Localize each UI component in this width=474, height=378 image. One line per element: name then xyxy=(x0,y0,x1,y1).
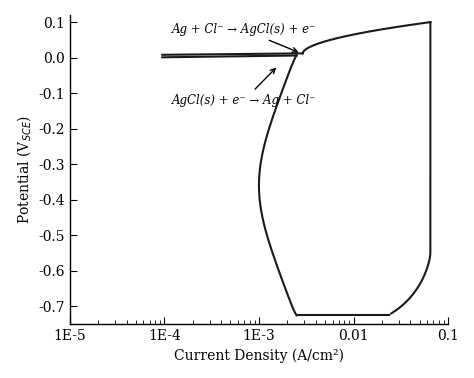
Text: AgCl(s) + e⁻ → Ag + Cl⁻: AgCl(s) + e⁻ → Ag + Cl⁻ xyxy=(172,68,316,107)
X-axis label: Current Density (A/cm²): Current Density (A/cm²) xyxy=(174,349,344,363)
Text: Ag + Cl⁻ → AgCl(s) + e⁻: Ag + Cl⁻ → AgCl(s) + e⁻ xyxy=(172,23,316,52)
Y-axis label: Potential (V$_{SCE}$): Potential (V$_{SCE}$) xyxy=(15,115,33,224)
